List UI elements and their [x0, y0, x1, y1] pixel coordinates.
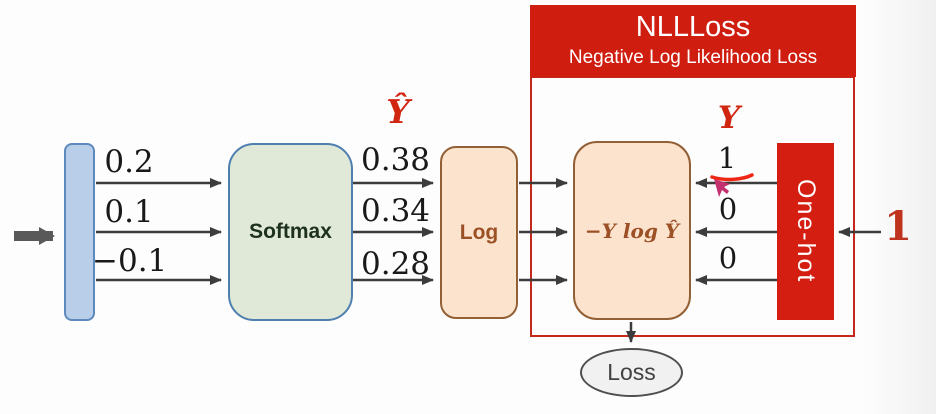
cursor-pointer-icon: [714, 179, 730, 197]
log-output-arrows: [519, 178, 568, 285]
softmax-node: Softmax: [228, 143, 353, 321]
log-node: Log: [440, 146, 518, 319]
prob-value-1: 0.38: [361, 142, 431, 178]
onehot-value-1: 1: [717, 141, 737, 175]
target-value: 1: [884, 203, 912, 250]
nllloss-subtitle: Negative Log Likelihood Loss: [568, 47, 818, 68]
onehot-value-3: 0: [718, 241, 738, 275]
onehot-node: One-hot: [777, 143, 834, 320]
onehot-arrows: [695, 178, 778, 285]
logit-value-2: 0.1: [104, 194, 154, 230]
nllloss-banner: NLLLoss Negative Log Likelihood Loss: [530, 5, 856, 77]
input-vector-node: [64, 143, 95, 321]
softmax-label: Softmax: [249, 220, 332, 243]
logit-value-3: −0.1: [92, 243, 168, 279]
log-label: Log: [459, 220, 499, 244]
y-symbol: Y: [717, 100, 741, 136]
onehot-label: One-hot: [792, 179, 820, 284]
nll-formula-node: −Y log Ŷ: [573, 141, 691, 320]
nllloss-title: NLLLoss: [635, 11, 751, 43]
softmax-output-arrows: [353, 178, 434, 285]
nllloss-panel-border: [530, 76, 855, 337]
prob-value-3: 0.28: [361, 246, 431, 282]
onehot-value-2: 0: [718, 192, 738, 226]
loss-node: Loss: [580, 348, 683, 397]
onehot-one-underline-annotation: [710, 173, 754, 182]
prob-value-2: 0.34: [361, 193, 431, 229]
logit-value-1: 0.2: [104, 144, 154, 180]
loss-label: Loss: [607, 359, 656, 385]
logits-arrows: [96, 178, 222, 285]
nll-formula-label: −Y log Ŷ: [584, 218, 680, 243]
yhat-symbol: Ŷ: [386, 92, 410, 131]
